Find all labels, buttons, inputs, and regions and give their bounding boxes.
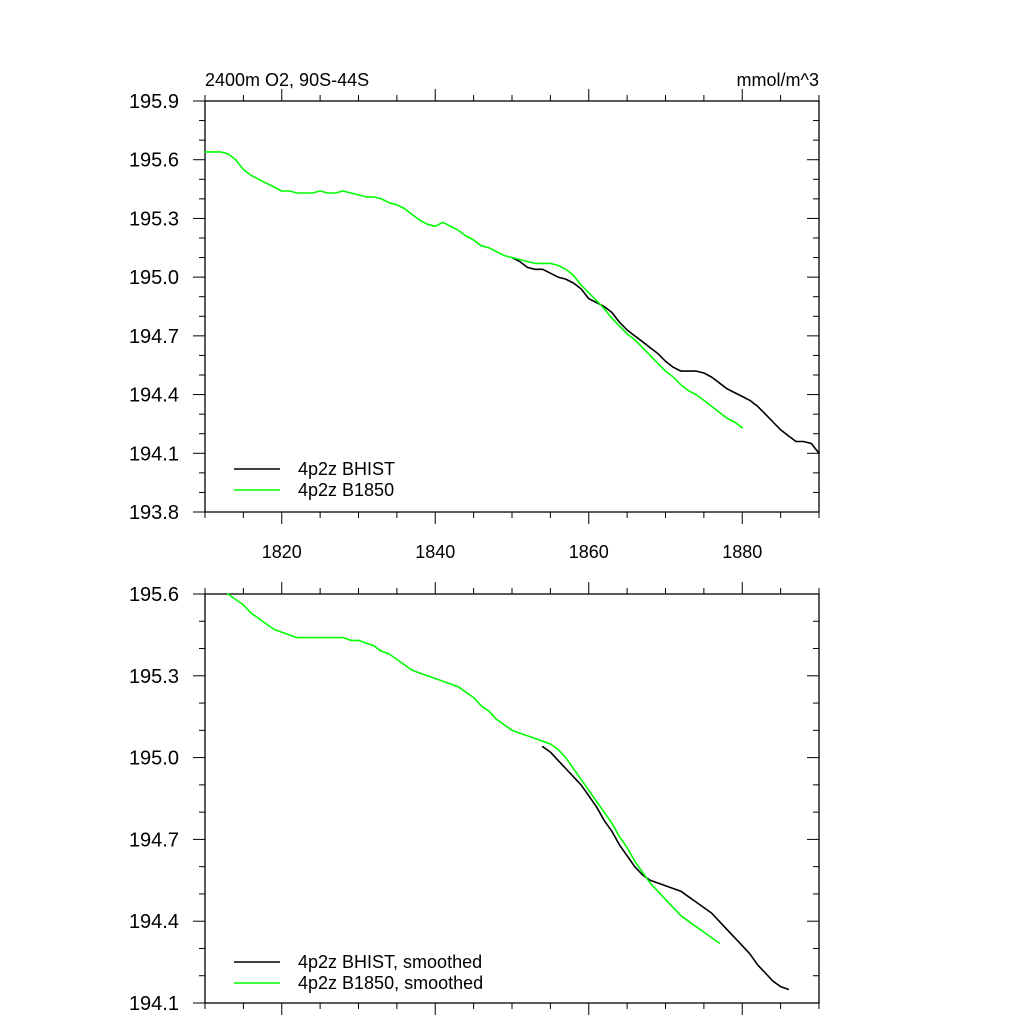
top-x-tick-label: 1840	[415, 542, 455, 562]
top-chart-panel: 193.8 194.1 194.4 194.7 195.0 195.3 195.6 195.9…	[129, 70, 820, 562]
bottom-axis-ticks	[193, 582, 820, 1015]
bottom-y-tick-label: 194.4	[129, 911, 179, 933]
top-y-tick-labels: 193.8 194.1 194.4 194.7 195.0 195.3 195.6 195.9	[129, 91, 179, 524]
top-plot-frame	[204, 100, 820, 513]
legend-label-b1850-smoothed: 4p2z B1850, smoothed	[298, 973, 483, 993]
top-series-line-0	[511, 256, 820, 455]
bottom-plot-frame	[204, 593, 820, 1004]
top-series-lines	[204, 151, 820, 455]
top-series-line-1	[204, 151, 744, 429]
legend-label-bhist: 4p2z BHIST	[298, 459, 395, 479]
bottom-y-tick-label: 194.1	[129, 993, 179, 1015]
bottom-y-tick-label: 195.6	[129, 584, 179, 606]
bottom-y-tick-label: 195.3	[129, 666, 179, 688]
top-x-tick-label: 1820	[262, 542, 302, 562]
legend-label-bhist-smoothed: 4p2z BHIST, smoothed	[298, 952, 482, 972]
bottom-series-lines	[227, 593, 790, 991]
bottom-legend: 4p2z BHIST, smoothed 4p2z B1850, smoothe…	[234, 952, 483, 993]
top-y-tick-label: 195.6	[129, 150, 179, 172]
top-y-tick-label: 194.7	[129, 326, 179, 348]
top-legend: 4p2z BHIST 4p2z B1850	[234, 459, 395, 500]
units-label: mmol/m^3	[737, 70, 819, 90]
top-y-tick-label: 195.0	[129, 267, 179, 289]
top-axis-ticks	[193, 89, 820, 524]
top-y-tick-label: 195.3	[129, 208, 179, 230]
top-y-tick-label: 194.4	[129, 385, 179, 407]
top-x-tick-label: 1860	[569, 542, 609, 562]
top-y-tick-label: 195.9	[129, 91, 179, 113]
bottom-series-line-1	[227, 593, 721, 944]
legend-label-b1850: 4p2z B1850	[298, 480, 394, 500]
bottom-y-tick-labels: 194.1 194.4 194.7 195.0 195.3 195.6	[129, 584, 179, 1015]
bottom-y-tick-label: 194.7	[129, 829, 179, 851]
chart-title: 2400m O2, 90S-44S	[205, 70, 369, 90]
top-y-tick-label: 193.8	[129, 502, 179, 524]
top-x-tick-label: 1880	[722, 542, 762, 562]
top-x-tick-labels: 1820 1840 1860 1880	[262, 542, 763, 562]
top-y-tick-label: 194.1	[129, 443, 179, 465]
bottom-series-line-0	[541, 745, 790, 991]
bottom-y-tick-label: 195.0	[129, 748, 179, 770]
bottom-chart-panel: 194.1 194.4 194.7 195.0 195.3 195.6 4p2z BHIS…	[129, 582, 820, 1015]
